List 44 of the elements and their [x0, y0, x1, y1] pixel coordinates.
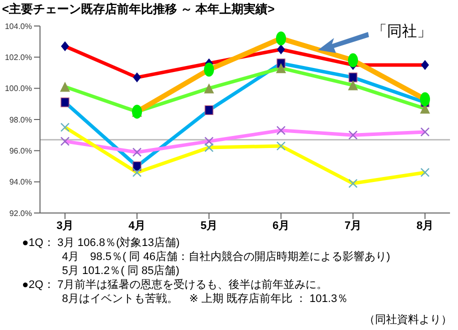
point — [348, 130, 358, 140]
y-tick-label: 92.0% — [9, 208, 32, 218]
point — [348, 178, 358, 188]
x-tick-label: 7月 — [344, 220, 362, 232]
point — [204, 142, 214, 152]
point — [276, 126, 286, 136]
point — [132, 168, 142, 178]
text: 4月 98.5％( 同 46店舗：自社内競合の開店時期差による影響あり) — [61, 250, 390, 264]
text: （同社資料より） — [364, 313, 452, 327]
point — [204, 105, 214, 115]
y-tick-label: 102.0% — [4, 53, 32, 62]
point — [204, 136, 214, 146]
y-tick-label: 98.0% — [9, 115, 32, 124]
y-tick-label: 94.0% — [9, 178, 32, 187]
point — [132, 148, 142, 157]
point — [204, 83, 214, 94]
x-tick-label: 4月 — [128, 220, 146, 232]
text: 8月はイベントも苦戦。 ※ 上期 既存店前年比 ： 101.3％ — [61, 292, 350, 306]
point — [60, 82, 70, 92]
point — [421, 60, 429, 70]
point — [60, 136, 70, 146]
point — [348, 72, 358, 82]
point — [276, 63, 286, 74]
point — [420, 168, 430, 178]
x-tick-label: 8月 — [416, 220, 434, 232]
point — [277, 44, 285, 54]
point — [420, 127, 430, 137]
point — [61, 41, 69, 52]
x-tick-label: 6月 — [272, 220, 290, 232]
text: ●1Q： 3月 106.8％(対象13店舗) — [22, 236, 181, 250]
y-tick-label: 96.0% — [9, 146, 32, 156]
point — [60, 98, 70, 108]
text: ●2Q： 7月前半は猛暑の恩恵を受けるも、後半は前年並みに。 — [22, 278, 328, 292]
series-label: 「同社」 — [372, 22, 432, 41]
y-tick-label: 104.0% — [4, 22, 32, 31]
point — [348, 80, 358, 90]
y-tick-label: 100.0% — [4, 84, 32, 94]
text: 5月 101.2％( 同 85店舗) — [61, 264, 180, 278]
chart-title: <主要チェーン既存店前年比推移 ～ 本年上期実績> — [2, 1, 275, 18]
x-tick-label: 3月 — [56, 220, 74, 232]
x-tick-label: 5月 — [200, 220, 218, 232]
point — [60, 122, 70, 132]
point — [133, 72, 141, 82]
point — [276, 141, 286, 151]
